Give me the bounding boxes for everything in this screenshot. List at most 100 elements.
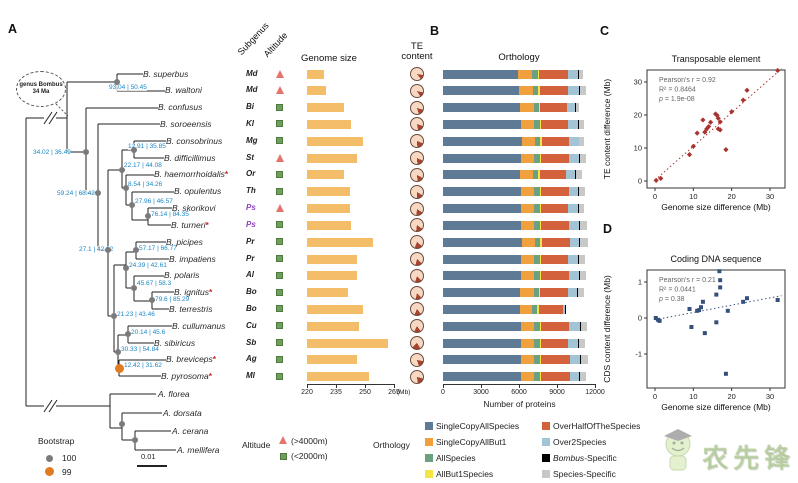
ortho-segment-0: [443, 372, 521, 382]
ortho-legend-swatch: [542, 438, 550, 446]
species-name: B. polaris: [164, 270, 200, 281]
ortho-axis-tick-label: 9000: [549, 389, 565, 396]
subgenus-label: Md: [246, 85, 258, 95]
altitude-low-icon: [280, 453, 287, 460]
ortho-segment-6: [579, 153, 580, 163]
bootstrap-99-dot: [45, 467, 54, 476]
ortho-segment-6: [579, 86, 580, 96]
node-support-label: 24.39 | 42.61: [129, 262, 167, 269]
tree-node-dot: [145, 213, 151, 219]
ortho-segment-1: [519, 304, 533, 314]
ortho-segment-3: [539, 254, 542, 264]
node-support-label: 30.33 | 54.84: [121, 346, 159, 353]
genome-size-bar: [307, 86, 327, 96]
ortho-legend-label: OverHalfOfTheSpecies: [553, 421, 641, 431]
tree-node-dot: [119, 421, 125, 427]
te-content-pie: [410, 201, 424, 216]
outgroup-species-name: A. dorsata: [163, 407, 202, 418]
y-tick-label: 30: [634, 78, 642, 87]
ortho-segment-2: [532, 170, 539, 180]
scatter-point: [707, 119, 714, 125]
ortho-legend-label: Bombus-Specific: [553, 453, 617, 463]
ortho-segment-6: [578, 119, 580, 129]
orthology-bar: [443, 321, 587, 331]
tree-node-dot: [119, 167, 125, 173]
ortho-axis-tick-label: 12000: [585, 389, 605, 396]
genome-size-header: Genome size: [301, 53, 357, 64]
callout-line1: genus Bombus: [19, 82, 63, 88]
te-content-pie: [410, 352, 424, 367]
altitude-marker-low: [276, 339, 283, 347]
y-tick-label: 1: [638, 278, 642, 287]
ortho-segment-0: [443, 153, 521, 163]
ortho-segment-3: [539, 153, 542, 163]
scatter-point: [697, 308, 702, 313]
genome-size-bar: [307, 103, 344, 113]
ortho-axis-tick: [443, 384, 444, 388]
ortho-segment-1: [520, 355, 535, 365]
genome-axis-unit: (Mb): [397, 389, 411, 396]
ortho-segment-3: [538, 86, 540, 96]
ortho-legend-label: AllSpecies: [436, 453, 476, 463]
ortho-segment-7: [575, 103, 580, 113]
ortho-segment-2: [533, 288, 539, 298]
ortho-segment-7: [579, 237, 588, 247]
scatter-point: [698, 305, 703, 310]
species-name: B. soroeensis: [160, 118, 212, 129]
ortho-segment-6: [564, 304, 566, 314]
scale-bar-label: 0.01: [141, 452, 156, 461]
ortho-segment-3: [538, 103, 541, 113]
ortho-segment-5: [562, 304, 565, 314]
ortho-segment-5: [569, 220, 580, 230]
species-name: B. difficillimus: [164, 152, 216, 163]
ortho-segment-4: [541, 153, 569, 163]
node-support-label: 57.17 | 66.77: [139, 245, 177, 252]
node-support-label: 22.17 | 44.08: [124, 162, 162, 169]
tree-node-dot: [111, 313, 117, 319]
ortho-segment-0: [443, 338, 521, 348]
ortho-segment-4: [539, 86, 569, 96]
orthology-bar: [443, 355, 588, 365]
te-content-pie: [410, 252, 424, 267]
ortho-axis-tick: [519, 384, 520, 388]
tree-node-dot: [129, 202, 135, 208]
stats-line: Pearson's r = 0.92: [659, 77, 716, 84]
orthology-bar: [443, 86, 587, 96]
genome-size-bar: [307, 136, 364, 146]
ortho-segment-1: [520, 103, 534, 113]
ortho-segment-3: [537, 304, 539, 314]
ortho-axis-tick: [481, 384, 482, 388]
plot-frame: [646, 269, 786, 389]
ortho-segment-2: [534, 321, 540, 331]
stats-line: R² = 0.8464: [659, 87, 696, 94]
node-support-label: 20.14 | 45.6: [131, 329, 166, 336]
subgenus-label: Or: [246, 169, 256, 179]
genome-size-bar: [307, 304, 364, 314]
bootstrap-legend-title: Bootstrap: [38, 436, 75, 446]
ortho-segment-7: [578, 204, 584, 214]
ortho-segment-7: [579, 153, 587, 163]
genome-axis-tick: [307, 384, 308, 388]
scatter-point: [686, 152, 693, 158]
ortho-segment-0: [443, 187, 521, 197]
genome-size-bar: [307, 355, 358, 365]
ortho-segment-1: [521, 136, 535, 146]
branch-break-marks: [43, 111, 58, 413]
callout-tail: [55, 103, 69, 117]
ortho-axis-tick: [595, 384, 596, 388]
ortho-segment-7: [579, 254, 585, 264]
ortho-legend-label: SingleCopyAllSpecies: [436, 421, 520, 431]
altitude-marker-low: [276, 103, 283, 111]
trend-line: [654, 68, 782, 181]
orthology-legend-title: Orthology: [373, 440, 410, 450]
x-axis-label: Genome size difference (Mb): [661, 202, 771, 212]
outgroup-species-name: A. cerana: [172, 425, 209, 436]
species-name: B. sibiricus: [154, 337, 196, 348]
ortho-segment-4: [541, 136, 569, 146]
tree-node-dot: [132, 437, 138, 443]
stats-line: p = 0.38: [658, 296, 685, 303]
scatter-point: [690, 143, 696, 149]
ortho-segment-4: [541, 237, 570, 247]
scatter-point: [775, 298, 780, 302]
ortho-segment-2: [534, 338, 540, 348]
